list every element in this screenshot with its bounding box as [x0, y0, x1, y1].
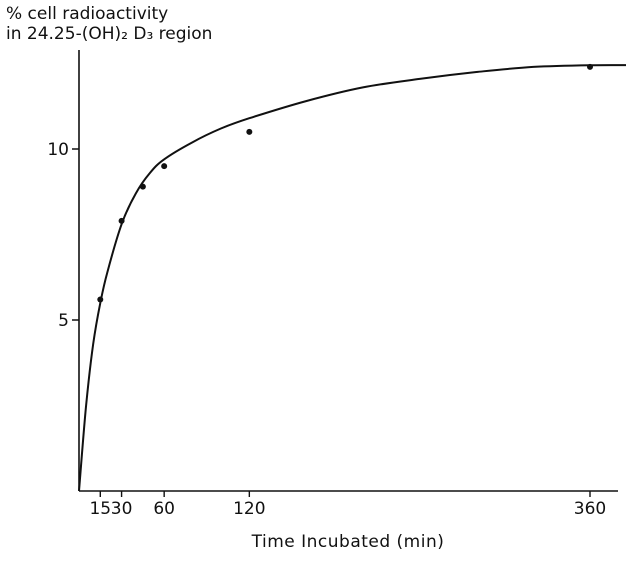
x-tick-label: 60 [153, 499, 175, 519]
x-tick-label: 360 [574, 499, 606, 519]
axes [78, 50, 618, 492]
x-tick-label: 15 [89, 499, 111, 519]
data-point [587, 63, 593, 70]
x-tick-label: 120 [233, 499, 265, 519]
y-axis-label-line-1: % cell radioactivity [6, 4, 169, 24]
data-point [118, 217, 125, 224]
y-tick-label: 5 [58, 311, 69, 331]
data-point [161, 163, 168, 170]
data-point [246, 128, 253, 135]
data-point [97, 296, 104, 303]
x-tick-label: 30 [111, 499, 133, 519]
y-tick-label: 10 [47, 140, 69, 160]
fitted-curve [78, 64, 626, 492]
x-axis-label: Time Incubated (min) [251, 532, 445, 552]
y-axis-label-line-2: in 24.25-(OH)₂ D₃ region [6, 24, 213, 44]
y-ticks: 5 10 [47, 140, 79, 331]
fitted-curve-layer [78, 64, 626, 492]
data-points-layer [97, 63, 593, 303]
data-point [139, 183, 146, 190]
x-ticks: 15 30 60 120 360 [89, 491, 606, 519]
